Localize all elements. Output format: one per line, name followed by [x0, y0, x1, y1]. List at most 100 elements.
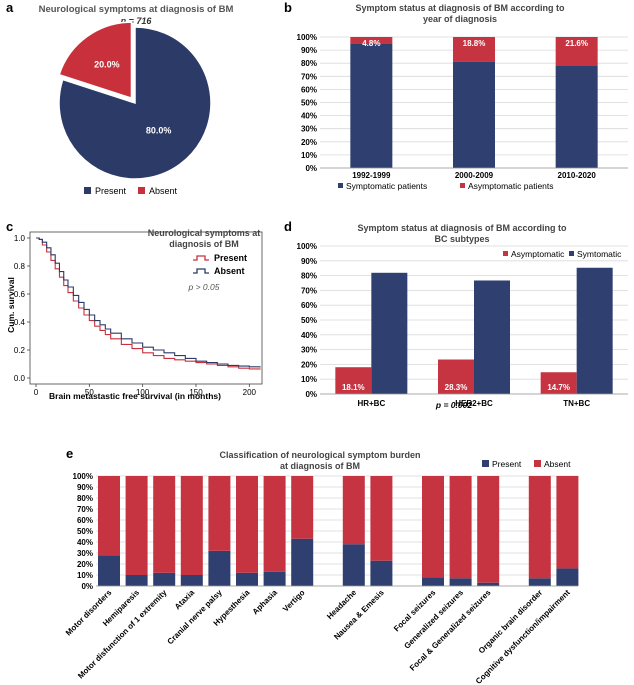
y-tick-label: 0%	[305, 390, 317, 399]
bar-data-label: 14.7%	[547, 383, 570, 392]
y-tick-label: 20%	[301, 360, 317, 369]
x-tick-label: 2010-2020	[558, 171, 597, 180]
bar-symptomatic	[350, 43, 393, 169]
bar-present	[528, 578, 551, 586]
y-tick-label: 90%	[301, 257, 317, 266]
bar-present	[449, 578, 472, 586]
pie-data-label: 20.0%	[94, 59, 120, 69]
stacked-bar-chart-year: 0% 10% 20% 30% 40% 50% 60% 70% 80% 90% 100% 4.8% 199…	[297, 33, 628, 180]
y-tick-label: 0.8	[14, 262, 26, 271]
bar-symptomatic	[474, 280, 510, 394]
chart-d-legend-asymptomatic: Asymptomatic	[511, 249, 565, 259]
bar-absent	[236, 476, 258, 573]
bar-present	[477, 582, 500, 586]
y-tick-label: 0.2	[14, 346, 26, 355]
chart-c-legend-present: Present	[214, 253, 247, 263]
chart-c-ylabel: Cum. survival	[6, 277, 16, 333]
bar-data-label: 21.6%	[565, 39, 588, 48]
x-tick-label: 1992-1999	[352, 171, 391, 180]
legend-line-present	[193, 255, 209, 261]
y-tick-label: 80%	[301, 272, 317, 281]
chart-c-pvalue: p > 0.05	[188, 282, 220, 292]
legend-swatch-asymptomatic-d	[503, 251, 508, 256]
bar-present	[208, 550, 231, 586]
y-tick-label: 100%	[297, 33, 317, 42]
y-tick-label: 100%	[73, 472, 93, 481]
bar-asymptomatic	[453, 37, 495, 62]
bar-absent	[98, 476, 120, 556]
pie-chart: 80.0% 20.0%	[58, 21, 212, 180]
chart-b-title-line2: year of diagnosis	[423, 14, 497, 24]
panel-d: d Symptom status at diagnosis of BM acco…	[284, 219, 628, 410]
bar-present	[422, 577, 444, 586]
pie-legend-absent: Absent	[149, 186, 178, 196]
panel-a: a Neurological symptoms at diagnosis of …	[6, 0, 233, 196]
x-tick-label: 150	[189, 388, 203, 397]
chart-e-legend-present: Present	[492, 459, 522, 469]
legend-swatch-asymptomatic	[460, 183, 465, 188]
bar-asymptomatic	[335, 367, 372, 394]
survival-curve-absent	[36, 237, 261, 368]
chart-e-legend-absent: Absent	[544, 459, 571, 469]
chart-c-xlabel: Brain metastastic free survival (in mont…	[49, 391, 221, 401]
pie-slice-present	[58, 26, 212, 180]
grouped-bar-chart-subtype: 0% 10% 20% 30% 40% 50% 60% 70% 80% 90% 100% 18.1% HR…	[297, 242, 628, 408]
panel-label-c: c	[6, 219, 13, 234]
y-tick-label: 10%	[301, 375, 317, 384]
bar-data-label: 4.8%	[362, 39, 380, 48]
x-tick-label: 200	[243, 388, 257, 397]
x-tick-label: TN+BC	[563, 399, 590, 408]
x-tick-label: Ataxia	[173, 588, 197, 612]
y-tick-label: 0.4	[14, 318, 26, 327]
bar-absent	[556, 476, 579, 569]
y-tick-label: 30%	[77, 549, 93, 558]
y-tick-label: 0.0	[14, 374, 26, 383]
chart-e-title-line2: at diagnosis of BM	[280, 461, 360, 471]
chart-c-title-line1: Neurological symptoms at	[148, 228, 261, 238]
y-tick-label: 50%	[77, 527, 93, 536]
y-tick-label: 90%	[77, 483, 93, 492]
x-tick-label: 2000-2009	[455, 171, 494, 180]
panel-label-d: d	[284, 219, 292, 234]
bar-asymptomatic	[540, 372, 577, 394]
y-tick-label: 40%	[301, 331, 317, 340]
bar-data-label: 18.8%	[463, 39, 486, 48]
bar-asymptomatic	[438, 359, 474, 394]
pie-title: Neurological symptoms at diagnosis of BM	[39, 4, 234, 15]
chart-b-legend-asymptomatic: Asymptomatic patients	[468, 181, 554, 191]
bar-present	[291, 538, 314, 586]
pie-legend-present: Present	[95, 186, 127, 196]
x-tick-label: Aphasia	[251, 588, 280, 617]
x-tick-label: 50	[85, 388, 94, 397]
bar-asymptomatic	[555, 37, 598, 66]
y-tick-label: 0%	[305, 164, 317, 173]
chart-e-title-line1: Classification of neurological symptom b…	[219, 450, 420, 460]
y-tick-label: 40%	[77, 538, 93, 547]
y-tick-label: 40%	[301, 112, 317, 121]
legend-swatch-present-e	[482, 460, 489, 467]
panel-label-b: b	[284, 0, 292, 15]
bar-absent	[291, 476, 314, 539]
y-tick-label: 70%	[77, 505, 93, 514]
bar-absent	[477, 476, 500, 583]
legend-swatch-absent	[138, 187, 145, 194]
bar-absent	[263, 476, 286, 572]
bar-present	[180, 575, 203, 586]
y-tick-label: 100%	[297, 242, 317, 251]
y-tick-label: 50%	[301, 316, 317, 325]
pie-subtitle: n = 716	[121, 16, 153, 26]
panel-b: b Symptom status at diagnosis of BM acco…	[284, 0, 628, 191]
y-tick-label: 80%	[77, 494, 93, 503]
bar-absent	[449, 476, 472, 579]
bar-absent	[342, 476, 365, 545]
x-tick-label: Nausea & Emesis	[332, 588, 386, 642]
bar-absent	[153, 476, 176, 573]
bar-present	[125, 575, 148, 586]
y-tick-label: 60%	[301, 301, 317, 310]
stacked-bar-chart-symptoms: 0% 10% 20% 30% 40% 50% 60% 70% 80% 90% 100% Motor d…	[64, 472, 579, 685]
y-tick-label: 50%	[301, 99, 317, 108]
survival-curve-chart: 0.0 0.2 0.4 0.6 0.8 1.0 0 50 100 150 200	[14, 231, 263, 397]
panel-c: c 0.0 0.2 0.4 0.6 0.8 1.0 0 50 100 150 200 Neurolo…	[6, 219, 263, 401]
y-tick-label: 10%	[77, 571, 93, 580]
